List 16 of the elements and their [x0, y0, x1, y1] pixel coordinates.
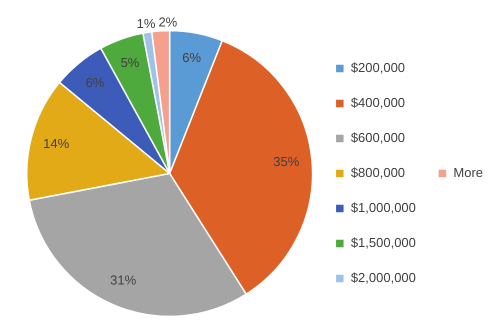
- legend-label: More: [453, 165, 484, 180]
- data-label: 6%: [86, 74, 105, 90]
- legend-label: $200,000: [350, 60, 406, 76]
- data-label: 1%: [136, 16, 156, 32]
- legend-label: $1,000,000: [350, 200, 416, 216]
- data-label: 5%: [120, 54, 140, 70]
- data-label: 2%: [158, 14, 178, 30]
- legend-label: $600,000: [350, 130, 406, 146]
- legend-label: $2,000,000: [350, 270, 416, 286]
- data-label: 6%: [182, 50, 202, 65]
- legend-label: $400,000: [350, 95, 406, 110]
- data-label: 35%: [273, 154, 300, 170]
- legend-label: $800,000: [350, 165, 406, 180]
- data-label: 31%: [110, 272, 137, 288]
- legend-label: $1,500,000: [350, 235, 416, 250]
- data-label: 14%: [43, 136, 70, 151]
